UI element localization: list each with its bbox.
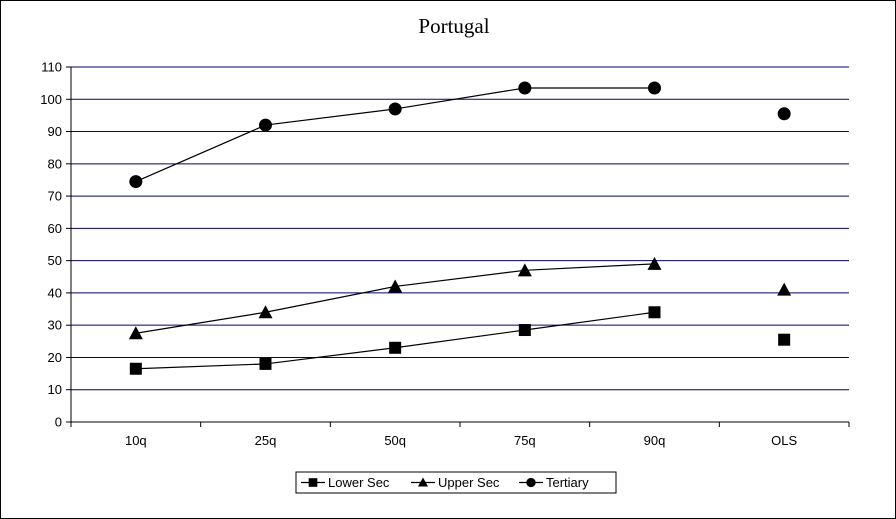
x-tick-label: 25q (255, 433, 277, 448)
series-upper-sec (128, 256, 792, 340)
data-point-square (389, 341, 402, 354)
x-tick-label: 50q (384, 433, 406, 448)
x-tick-label: 90q (644, 433, 666, 448)
legend-marker-circle (526, 477, 536, 488)
data-point-circle (777, 107, 791, 121)
legend-marker-triangle (417, 477, 429, 487)
legend-label: Lower Sec (328, 475, 390, 490)
y-tick-label: 60 (48, 221, 62, 236)
chart-title: Portugal (418, 14, 489, 38)
data-point-triangle (258, 305, 273, 319)
x-tick-label: OLS (771, 433, 797, 448)
data-point-circle (518, 81, 532, 95)
data-point-square (648, 306, 661, 319)
axes: 0 10 20 30 40 50 60 70 80 90 100 110 10q 25q 50q 75q 90q… (40, 60, 850, 448)
y-tick-label: 10 (48, 382, 62, 397)
y-tick-label: 110 (41, 60, 62, 75)
y-tick-label: 40 (48, 285, 62, 300)
y-tick-label: 70 (48, 189, 62, 204)
gridlines (71, 66, 849, 391)
data-point-triangle (647, 256, 662, 270)
data-point-triangle (777, 282, 792, 296)
series-line (135, 87, 655, 183)
legend: Lower Sec Upper Sec Tertiary (295, 471, 617, 494)
y-tick-label: 20 (48, 350, 62, 365)
data-point-square (259, 357, 272, 370)
data-point-triangle (388, 279, 403, 293)
data-point-square (518, 324, 531, 337)
legend-label: Upper Sec (438, 475, 500, 490)
y-tick-label: 30 (48, 318, 62, 333)
data-point-circle (648, 81, 661, 95)
y-tick-label: 0 (55, 415, 62, 430)
data-point-triangle (128, 326, 143, 340)
series-lower-sec (129, 306, 791, 375)
y-tick-label: 90 (48, 124, 62, 139)
x-tick-label: 75q (514, 433, 536, 448)
data-point-circle (259, 118, 272, 132)
y-tick-label: 50 (48, 253, 62, 268)
y-tick-label: 80 (48, 156, 62, 171)
data-point-triangle (517, 263, 532, 277)
data-point-square (129, 362, 142, 375)
legend-item: Upper Sec (411, 475, 500, 490)
series-layer (128, 81, 792, 375)
legend-box (295, 471, 617, 494)
data-point-circle (129, 175, 143, 189)
legend-item: Lower Sec (301, 475, 390, 490)
x-tick-label: 10q (125, 433, 147, 448)
legend-label: Tertiary (546, 475, 589, 490)
data-point-square (778, 333, 791, 346)
legend-marker-square (308, 478, 318, 487)
y-tick-label: 100 (40, 92, 62, 107)
legend-item: Tertiary (519, 475, 589, 490)
series-tertiary (129, 81, 791, 189)
data-point-circle (388, 102, 402, 116)
